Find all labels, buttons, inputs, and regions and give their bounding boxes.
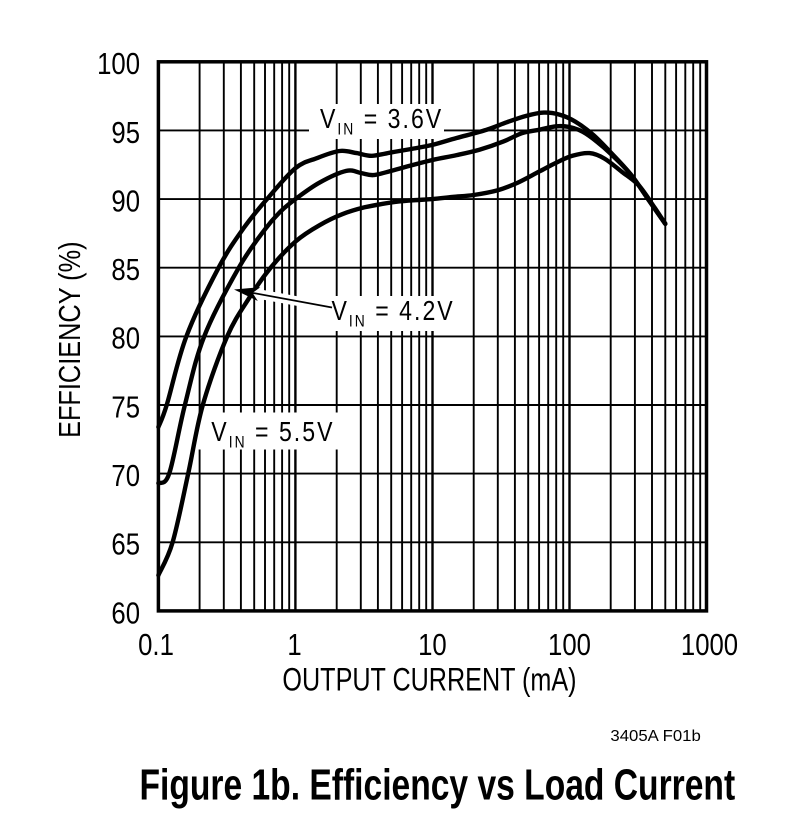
svg-text:90: 90 [111, 184, 140, 219]
svg-text:100: 100 [97, 47, 140, 82]
svg-text:100: 100 [548, 628, 591, 663]
svg-text:0.1: 0.1 [138, 628, 174, 663]
svg-text:10: 10 [418, 628, 447, 663]
svg-text:OUTPUT CURRENT (mA): OUTPUT CURRENT (mA) [282, 663, 576, 699]
svg-text:80: 80 [111, 321, 140, 356]
svg-text:Figure 1b. Efficiency vs Load: Figure 1b. Efficiency vs Load Current [139, 761, 735, 809]
svg-text:70: 70 [111, 459, 140, 494]
svg-text:75: 75 [111, 390, 140, 425]
svg-text:1: 1 [287, 628, 301, 663]
svg-text:95: 95 [111, 116, 140, 151]
svg-text:VIN = 4.2V: VIN = 4.2V [332, 296, 455, 331]
svg-text:3405A F01b: 3405A F01b [610, 728, 700, 745]
svg-text:1000: 1000 [681, 628, 738, 663]
svg-text:65: 65 [111, 527, 140, 562]
svg-text:60: 60 [111, 596, 140, 631]
svg-text:EFFICIENCY (%): EFFICIENCY (%) [52, 241, 87, 437]
svg-text:85: 85 [111, 253, 140, 288]
